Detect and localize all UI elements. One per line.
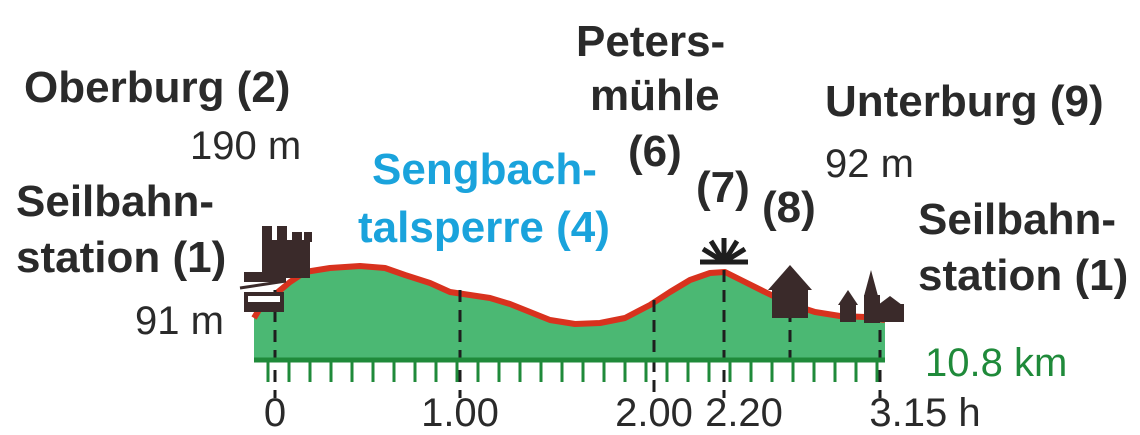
- route-line: [251, 263, 886, 327]
- castle-icon: [244, 226, 312, 282]
- petersmuehle-label-line1: Peters-: [576, 17, 726, 66]
- time-tick-0: 0: [263, 391, 287, 435]
- distance-label: 10.8 km: [925, 341, 1068, 385]
- time-axis: [254, 357, 885, 382]
- start-station-label-line2: station (1): [16, 233, 227, 282]
- time-tick-4: 3.15 h: [869, 391, 981, 435]
- start-elevation: 91 m: [135, 299, 224, 343]
- waypoint-markers: [273, 270, 882, 398]
- waypoint-7-number: (7): [696, 163, 750, 212]
- petersmuehle-label-line2: mühle: [590, 71, 720, 120]
- terrain-area: [254, 266, 885, 360]
- viewpoint-icon: [700, 238, 748, 265]
- church-icon: [838, 270, 904, 323]
- unterburg-elevation: 92 m: [825, 142, 914, 186]
- unterburg-label: Unterburg (9): [825, 77, 1104, 126]
- end-station-label-line1: Seilbahn-: [918, 195, 1117, 244]
- waypoint-8-number: (8): [762, 183, 816, 232]
- time-tick-1: 1.00: [421, 391, 499, 435]
- time-tick-3: 2.20: [705, 391, 783, 435]
- sengbach-label-line1: Sengbach-: [372, 145, 597, 194]
- start-station-label-line1: Seilbahn-: [16, 177, 215, 226]
- oberburg-label: Oberburg (2): [24, 63, 291, 112]
- sengbach-label-line2: talsperre (4): [358, 203, 610, 252]
- house-icon: [768, 265, 812, 318]
- petersmuehle-number: (6): [628, 127, 682, 176]
- oberburg-elevation: 190 m: [190, 124, 302, 168]
- cable-car-icon: [239, 279, 287, 312]
- end-station-label-line2: station (1): [918, 251, 1129, 300]
- time-tick-2: 2.00: [615, 391, 693, 435]
